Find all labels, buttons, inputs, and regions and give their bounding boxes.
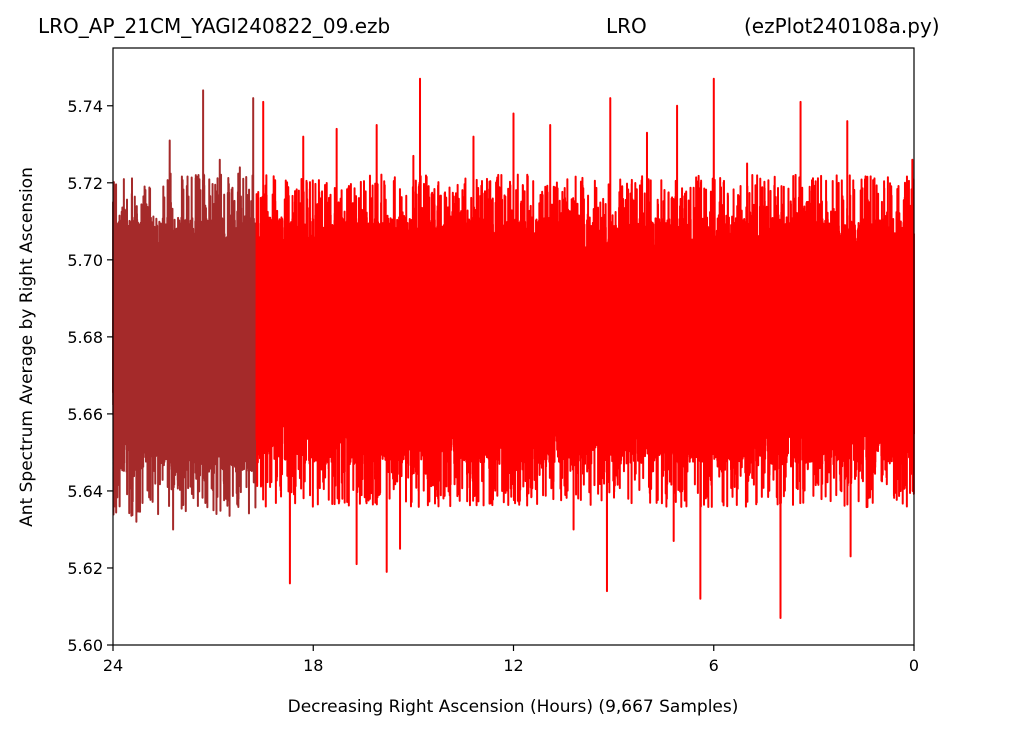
y-tick-label: 5.68 bbox=[67, 328, 103, 347]
x-tick-label: 18 bbox=[303, 656, 323, 675]
title-location: LRO bbox=[606, 14, 647, 38]
x-axis: 24 18 12 6 0 bbox=[103, 645, 919, 675]
y-tick-label: 5.74 bbox=[67, 97, 103, 116]
y-tick-label: 5.62 bbox=[67, 559, 103, 578]
x-tick-label: 0 bbox=[909, 656, 919, 675]
x-tick-label: 12 bbox=[503, 656, 523, 675]
y-tick-label: 5.72 bbox=[67, 174, 103, 193]
y-tick-label: 5.64 bbox=[67, 482, 103, 501]
y-axis-label: Ant Spectrum Average by Right Ascension bbox=[17, 167, 37, 527]
title-script: (ezPlot240108a.py) bbox=[744, 14, 940, 38]
x-tick-label: 24 bbox=[103, 656, 123, 675]
y-tick-label: 5.60 bbox=[67, 636, 103, 655]
x-tick-label: 6 bbox=[709, 656, 719, 675]
series-layer bbox=[112, 77, 915, 620]
title-filename: LRO_AP_21CM_YAGI240822_09.ezb bbox=[38, 14, 391, 38]
y-axis: 5.60 5.62 5.64 5.66 5.68 5.70 5.72 5.74 bbox=[67, 97, 113, 655]
series-line-2 bbox=[255, 77, 915, 620]
series-line-1 bbox=[112, 89, 258, 531]
y-tick-label: 5.66 bbox=[67, 405, 103, 424]
y-tick-label: 5.70 bbox=[67, 251, 103, 270]
x-axis-label: Decreasing Right Ascension (Hours) (9,66… bbox=[288, 697, 739, 717]
